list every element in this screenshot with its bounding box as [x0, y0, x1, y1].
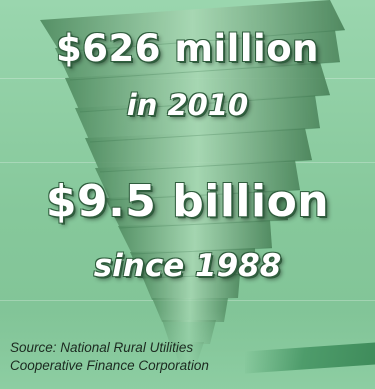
headline-since-1988: since 1988: [93, 248, 282, 284]
headline-amount-2010: $626 million: [56, 27, 319, 70]
source-line-2: Cooperative Finance Corporation: [10, 358, 209, 373]
source-line-1: Source: National Rural Utilities: [10, 340, 194, 355]
source-credit: Source: National Rural Utilities Coopera…: [10, 339, 310, 375]
headline-year-2010: in 2010: [126, 88, 249, 122]
headline-amount-total: $9.5 billion: [45, 176, 330, 227]
